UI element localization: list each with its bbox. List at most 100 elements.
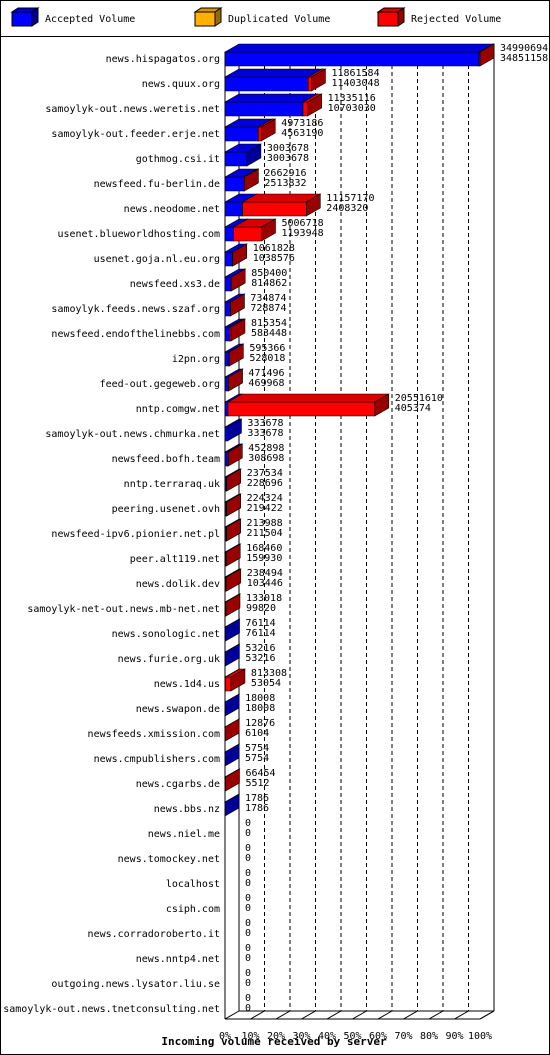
bar-segment (231, 243, 248, 267)
accepted-label: 2513832 (264, 178, 306, 189)
bar-side (225, 543, 241, 567)
total-label: 76114 (246, 618, 276, 629)
total-label: 0 (245, 893, 251, 904)
bar-segment (257, 118, 277, 142)
total-label: 1786 (245, 793, 269, 804)
bar-front (224, 276, 232, 292)
total-label: 20551610 (395, 393, 443, 404)
y-tick-label: outgoing.news.lysator.liu.se (51, 979, 220, 990)
total-label: 5006718 (281, 218, 323, 229)
accepted-label: 3003678 (267, 153, 309, 164)
y-tick-label: i2pn.org (172, 354, 220, 365)
x-tick (250, 1010, 265, 1020)
total-label: 213988 (247, 518, 283, 529)
y-tick-label: news.furie.org.uk (118, 654, 220, 665)
bar-side (246, 143, 262, 167)
y-tick-label: csiph.com (166, 904, 220, 915)
total-label: 12876 (245, 718, 275, 729)
x-tick-label: 90% (445, 1031, 463, 1042)
bar-segment (477, 43, 496, 67)
legend-swatch-side (214, 7, 222, 27)
accepted-label: 76114 (246, 628, 276, 639)
legend-label: Accepted Volume (45, 14, 135, 25)
x-tick (403, 1010, 418, 1020)
accepted-label: 211504 (247, 528, 283, 539)
bar-side (230, 318, 246, 342)
bar-segment (223, 618, 241, 642)
bar-side (226, 518, 241, 542)
bar-front (224, 151, 248, 167)
bar-front (224, 201, 243, 217)
accepted-label: 528018 (249, 353, 285, 364)
accepted-label: 4563190 (281, 128, 323, 139)
bar-segment (223, 793, 241, 817)
bar-top (223, 68, 324, 78)
bar-side (226, 468, 242, 492)
accepted-label: 34851158 (500, 53, 548, 64)
bar-side (224, 793, 240, 817)
accepted-label: 1193948 (281, 228, 323, 239)
y-tick-label: samoylyk-out.news.weretis.net (45, 104, 220, 115)
bar-front (224, 251, 233, 267)
legend-swatch (11, 11, 33, 27)
y-tick-label: peering.usenet.ovh (112, 504, 220, 515)
x-tick-label: 20% (267, 1031, 285, 1042)
x-tick (479, 1010, 495, 1020)
bar-segment (223, 643, 241, 667)
total-label: 0 (245, 868, 251, 879)
bar-side (226, 493, 241, 517)
x-tick (275, 1010, 291, 1020)
bar-top (223, 93, 319, 103)
x-tick (352, 1010, 367, 1020)
y-tick-label: samoylyk-out.news.chmurka.net (45, 429, 220, 440)
total-label: 0 (245, 843, 251, 854)
total-label: 66454 (245, 768, 275, 779)
y-tick-label: news.tomockey.net (118, 854, 220, 865)
bar-front (224, 76, 309, 92)
accepted-label: 219422 (247, 503, 283, 514)
y-tick-label: news.cmpublishers.com (94, 754, 220, 765)
x-tick-label: 80% (420, 1031, 438, 1042)
accepted-label: 1038576 (253, 253, 295, 264)
bar-front (227, 401, 376, 417)
bar-side (226, 568, 242, 592)
y-tick-label: feed-out.gegeweb.org (100, 379, 220, 390)
total-label: 471496 (248, 368, 284, 379)
total-label: 734874 (250, 293, 286, 304)
bar-front (302, 101, 308, 117)
bar-segment (225, 468, 242, 492)
bar-segment (224, 568, 242, 592)
bar-front (233, 226, 262, 242)
accepted-label: 469968 (248, 378, 284, 389)
total-label: 11335116 (328, 93, 376, 104)
accepted-label: 228696 (247, 478, 283, 489)
bar-front (257, 126, 262, 142)
bar-side (225, 768, 240, 792)
bar-segment (223, 768, 241, 792)
accepted-label: 405374 (395, 403, 431, 414)
accepted-label: 6104 (245, 728, 269, 739)
bar-front (224, 351, 230, 367)
accepted-label: 5512 (245, 778, 269, 789)
total-label: 815354 (251, 318, 287, 329)
x-axis-title: Incoming volume received by server (161, 1035, 387, 1048)
x-tick (428, 1010, 444, 1020)
total-label: 238494 (247, 568, 283, 579)
y-tick-label: nntp.terraraq.uk (124, 479, 220, 490)
total-label: 1061828 (253, 243, 295, 254)
y-tick-label: usenet.goja.nl.eu.org (94, 254, 220, 265)
bar-side (230, 293, 245, 317)
bar-side (311, 68, 326, 92)
y-tick-label: news.neodome.net (124, 204, 220, 215)
accepted-label: 0 (245, 878, 251, 889)
bar-side (229, 343, 244, 367)
y-tick-label: news.swapon.de (136, 704, 220, 715)
y-tick-label: news.sonologic.net (112, 629, 220, 640)
total-label: 34990694 (500, 43, 548, 54)
accepted-label: 0 (245, 903, 251, 914)
bar-top (226, 393, 390, 403)
bar-segment (227, 343, 245, 367)
x-tick-label: 10% (241, 1031, 259, 1042)
y-tick-label: news.hispagatos.org (106, 54, 220, 65)
legend-label: Rejected Volume (411, 14, 501, 25)
